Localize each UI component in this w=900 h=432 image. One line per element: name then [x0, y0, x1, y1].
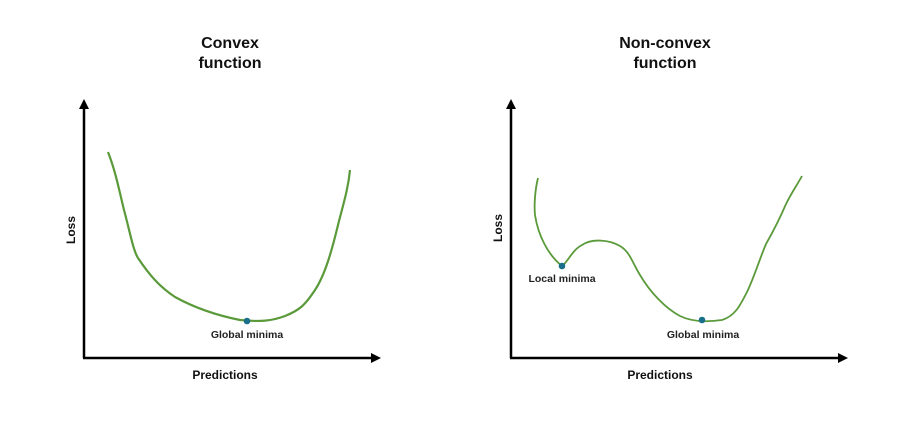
convex-y-label: Loss	[64, 216, 78, 244]
convex-panel: Convex function Loss Predictions Global …	[64, 35, 381, 382]
nonconvex-curve	[533, 175, 803, 323]
convex-title-line2: function	[198, 55, 261, 72]
local-minima-label: Local minima	[528, 273, 595, 285]
convex-x-label: Predictions	[192, 368, 258, 382]
nonconvex-global-minima-label: Global minima	[667, 329, 740, 341]
convex-curve	[106, 151, 352, 323]
nonconvex-panel: Non-convex function Loss Predictions Loc…	[491, 35, 848, 382]
convex-global-minima-label: Global minima	[211, 329, 284, 341]
nonconvex-global-minimum-point	[698, 316, 706, 324]
nonconvex-y-label: Loss	[491, 214, 505, 242]
nonconvex-title-line2: function	[633, 55, 696, 72]
convex-global-minimum-point	[243, 317, 251, 325]
nonconvex-x-label: Predictions	[627, 368, 693, 382]
local-minimum-point	[558, 262, 566, 270]
nonconvex-title-line1: Non-convex	[619, 35, 711, 52]
convex-title-line1: Convex	[201, 35, 259, 52]
